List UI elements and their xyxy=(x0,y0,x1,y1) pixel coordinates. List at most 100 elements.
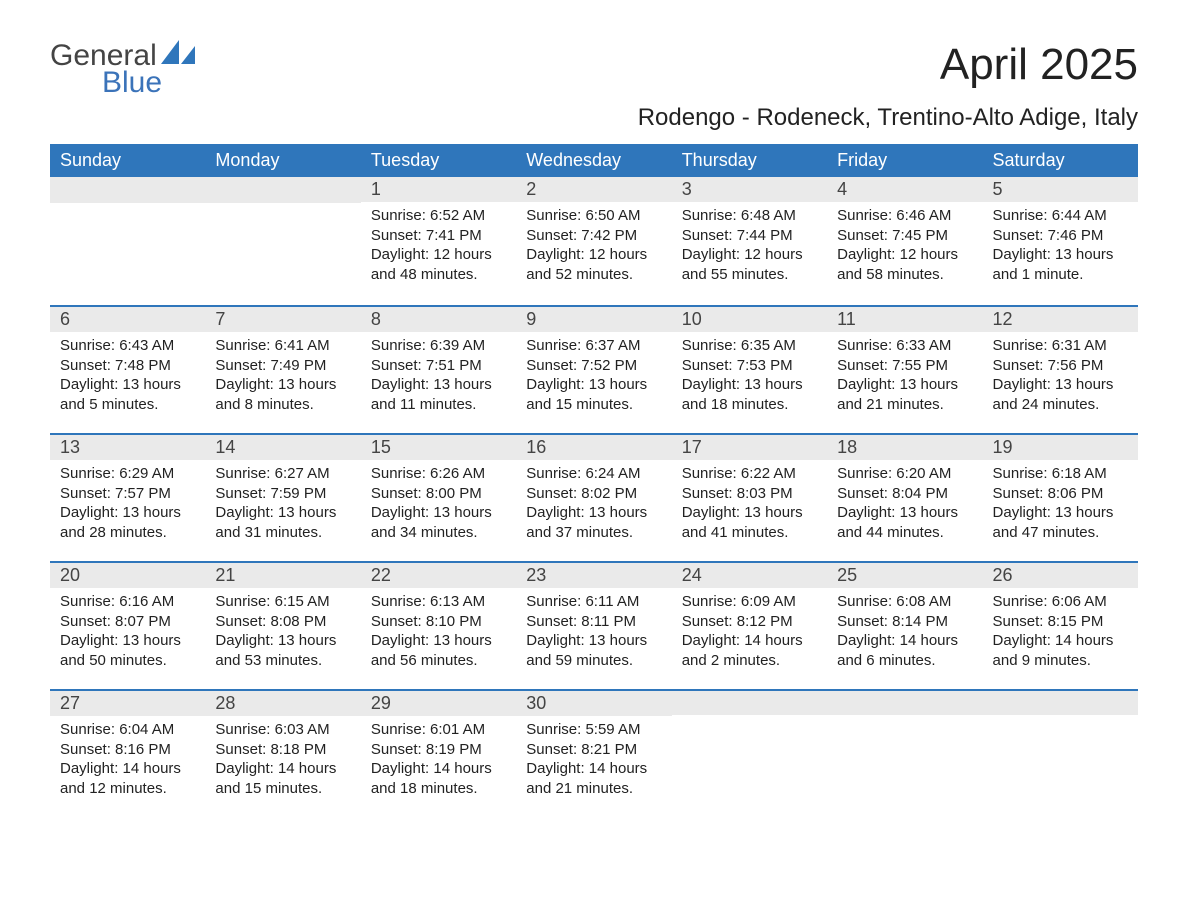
weekday-label: Sunday xyxy=(50,144,205,177)
day-number: 11 xyxy=(827,305,982,332)
day-sunset: Sunset: 8:21 PM xyxy=(526,740,661,760)
day-dl1: Daylight: 12 hours xyxy=(682,245,817,265)
day-sunrise: Sunrise: 6:29 AM xyxy=(60,464,195,484)
weekday-label: Monday xyxy=(205,144,360,177)
day-number: 13 xyxy=(50,433,205,460)
day-sunrise: Sunrise: 6:26 AM xyxy=(371,464,506,484)
day-dl1: Daylight: 13 hours xyxy=(993,375,1128,395)
day-dl2: and 31 minutes. xyxy=(215,523,350,543)
day-dl1: Daylight: 13 hours xyxy=(682,503,817,523)
weekday-label: Friday xyxy=(827,144,982,177)
sail-icon xyxy=(161,40,197,72)
day-details: Sunrise: 6:26 AMSunset: 8:00 PMDaylight:… xyxy=(361,460,516,552)
day-number: 4 xyxy=(827,177,982,202)
day-number: 2 xyxy=(516,177,671,202)
day-sunrise: Sunrise: 6:08 AM xyxy=(837,592,972,612)
day-dl2: and 48 minutes. xyxy=(371,265,506,285)
calendar-day: 19Sunrise: 6:18 AMSunset: 8:06 PMDayligh… xyxy=(983,433,1138,561)
day-details: Sunrise: 6:46 AMSunset: 7:45 PMDaylight:… xyxy=(827,202,982,294)
day-sunset: Sunset: 7:48 PM xyxy=(60,356,195,376)
day-details: Sunrise: 6:03 AMSunset: 8:18 PMDaylight:… xyxy=(205,716,360,808)
calendar-day: 12Sunrise: 6:31 AMSunset: 7:56 PMDayligh… xyxy=(983,305,1138,433)
day-dl2: and 34 minutes. xyxy=(371,523,506,543)
day-dl1: Daylight: 14 hours xyxy=(60,759,195,779)
day-number: 12 xyxy=(983,305,1138,332)
day-dl1: Daylight: 14 hours xyxy=(993,631,1128,651)
day-number: 9 xyxy=(516,305,671,332)
day-dl2: and 11 minutes. xyxy=(371,395,506,415)
calendar-day: 30Sunrise: 5:59 AMSunset: 8:21 PMDayligh… xyxy=(516,689,671,817)
day-dl1: Daylight: 13 hours xyxy=(993,503,1128,523)
day-details: Sunrise: 6:13 AMSunset: 8:10 PMDaylight:… xyxy=(361,588,516,680)
day-number: 14 xyxy=(205,433,360,460)
day-dl2: and 12 minutes. xyxy=(60,779,195,799)
day-sunrise: Sunrise: 6:31 AM xyxy=(993,336,1128,356)
day-dl2: and 6 minutes. xyxy=(837,651,972,671)
calendar-day: 27Sunrise: 6:04 AMSunset: 8:16 PMDayligh… xyxy=(50,689,205,817)
day-details: Sunrise: 6:06 AMSunset: 8:15 PMDaylight:… xyxy=(983,588,1138,680)
day-details: Sunrise: 6:33 AMSunset: 7:55 PMDaylight:… xyxy=(827,332,982,424)
calendar-day: 16Sunrise: 6:24 AMSunset: 8:02 PMDayligh… xyxy=(516,433,671,561)
calendar-day: 3Sunrise: 6:48 AMSunset: 7:44 PMDaylight… xyxy=(672,177,827,305)
day-number: 30 xyxy=(516,689,671,716)
day-details: Sunrise: 6:04 AMSunset: 8:16 PMDaylight:… xyxy=(50,716,205,808)
day-dl2: and 47 minutes. xyxy=(993,523,1128,543)
day-dl2: and 50 minutes. xyxy=(60,651,195,671)
day-details: Sunrise: 6:48 AMSunset: 7:44 PMDaylight:… xyxy=(672,202,827,294)
day-details: Sunrise: 6:08 AMSunset: 8:14 PMDaylight:… xyxy=(827,588,982,680)
day-details: Sunrise: 6:50 AMSunset: 7:42 PMDaylight:… xyxy=(516,202,671,294)
calendar-day: 8Sunrise: 6:39 AMSunset: 7:51 PMDaylight… xyxy=(361,305,516,433)
day-details: Sunrise: 5:59 AMSunset: 8:21 PMDaylight:… xyxy=(516,716,671,808)
empty-day-band xyxy=(205,177,360,203)
day-sunset: Sunset: 7:45 PM xyxy=(837,226,972,246)
day-details: Sunrise: 6:22 AMSunset: 8:03 PMDaylight:… xyxy=(672,460,827,552)
calendar-day: 7Sunrise: 6:41 AMSunset: 7:49 PMDaylight… xyxy=(205,305,360,433)
day-dl2: and 5 minutes. xyxy=(60,395,195,415)
day-dl2: and 18 minutes. xyxy=(371,779,506,799)
day-sunset: Sunset: 8:08 PM xyxy=(215,612,350,632)
day-sunset: Sunset: 7:42 PM xyxy=(526,226,661,246)
day-sunset: Sunset: 8:07 PM xyxy=(60,612,195,632)
day-sunrise: Sunrise: 6:09 AM xyxy=(682,592,817,612)
day-sunset: Sunset: 8:06 PM xyxy=(993,484,1128,504)
day-sunset: Sunset: 7:46 PM xyxy=(993,226,1128,246)
day-dl1: Daylight: 14 hours xyxy=(837,631,972,651)
day-number: 18 xyxy=(827,433,982,460)
calendar-day xyxy=(205,177,360,305)
empty-day-band xyxy=(983,689,1138,715)
calendar-day: 25Sunrise: 6:08 AMSunset: 8:14 PMDayligh… xyxy=(827,561,982,689)
day-dl2: and 21 minutes. xyxy=(837,395,972,415)
day-number: 28 xyxy=(205,689,360,716)
day-details: Sunrise: 6:20 AMSunset: 8:04 PMDaylight:… xyxy=(827,460,982,552)
day-sunset: Sunset: 8:02 PM xyxy=(526,484,661,504)
day-dl1: Daylight: 12 hours xyxy=(837,245,972,265)
day-dl1: Daylight: 13 hours xyxy=(215,631,350,651)
day-dl2: and 28 minutes. xyxy=(60,523,195,543)
day-number: 10 xyxy=(672,305,827,332)
day-dl1: Daylight: 14 hours xyxy=(215,759,350,779)
day-dl1: Daylight: 12 hours xyxy=(526,245,661,265)
day-dl2: and 59 minutes. xyxy=(526,651,661,671)
day-number: 15 xyxy=(361,433,516,460)
calendar-day xyxy=(827,689,982,817)
day-sunrise: Sunrise: 6:52 AM xyxy=(371,206,506,226)
day-dl2: and 2 minutes. xyxy=(682,651,817,671)
day-sunset: Sunset: 8:18 PM xyxy=(215,740,350,760)
empty-day-band xyxy=(672,689,827,715)
day-sunset: Sunset: 7:55 PM xyxy=(837,356,972,376)
calendar-day: 18Sunrise: 6:20 AMSunset: 8:04 PMDayligh… xyxy=(827,433,982,561)
day-sunrise: Sunrise: 6:43 AM xyxy=(60,336,195,356)
day-dl2: and 1 minute. xyxy=(993,265,1128,285)
day-number: 25 xyxy=(827,561,982,588)
day-sunset: Sunset: 8:10 PM xyxy=(371,612,506,632)
day-details: Sunrise: 6:52 AMSunset: 7:41 PMDaylight:… xyxy=(361,202,516,294)
day-dl2: and 37 minutes. xyxy=(526,523,661,543)
day-sunset: Sunset: 7:52 PM xyxy=(526,356,661,376)
day-details: Sunrise: 6:35 AMSunset: 7:53 PMDaylight:… xyxy=(672,332,827,424)
calendar-day: 21Sunrise: 6:15 AMSunset: 8:08 PMDayligh… xyxy=(205,561,360,689)
day-dl1: Daylight: 14 hours xyxy=(371,759,506,779)
day-details: Sunrise: 6:31 AMSunset: 7:56 PMDaylight:… xyxy=(983,332,1138,424)
calendar-day: 10Sunrise: 6:35 AMSunset: 7:53 PMDayligh… xyxy=(672,305,827,433)
day-sunset: Sunset: 8:16 PM xyxy=(60,740,195,760)
day-details: Sunrise: 6:44 AMSunset: 7:46 PMDaylight:… xyxy=(983,202,1138,294)
